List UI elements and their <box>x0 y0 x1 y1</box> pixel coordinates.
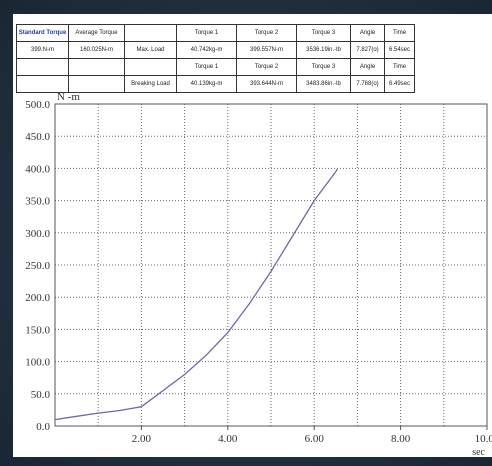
y-tick-label: 50.0 <box>31 389 51 401</box>
x-tick-label: 8.00 <box>391 433 411 445</box>
x-tick-label: 2.00 <box>132 433 152 445</box>
x-tick-label: 6.00 <box>305 433 325 445</box>
y-tick-label: 150.0 <box>25 324 50 336</box>
y-tick-label: 300.0 <box>25 228 50 240</box>
y-axis-label: N -m <box>57 91 80 103</box>
y-tick-label: 500.0 <box>25 99 50 111</box>
y-tick-label: 250.0 <box>25 260 50 272</box>
y-tick-label: 200.0 <box>25 292 50 304</box>
y-tick-label: 400.0 <box>25 163 50 175</box>
series-group <box>54 168 339 421</box>
breaking-load-torque1: 40.139kg-m <box>176 75 237 93</box>
summary-table: Standard Torque Average Torque Torque 1 … <box>16 24 415 93</box>
y-tick-label: 450.0 <box>25 131 50 143</box>
table-row: Torque 1 Torque 2 Torque 3 Angle Time <box>16 58 415 76</box>
y-tick-label: 0.0 <box>36 421 50 433</box>
torque-line <box>54 168 339 421</box>
plot-area <box>54 103 488 427</box>
y-tick-label: 350.0 <box>25 196 50 208</box>
breaking-load-time: 6.49sec <box>384 75 415 93</box>
x-axis-label: sec <box>472 447 485 458</box>
x-tick-label: 10.00 <box>475 433 492 445</box>
y-tick-label: 100.0 <box>25 357 50 369</box>
table-row: Breaking Load 40.139kg-m 393.644N-m 3483… <box>16 75 415 93</box>
x-axis-ticks: 2.00 4.00 6.00 8.00 10.00 <box>132 426 492 445</box>
y-axis-ticks: 0.0 50.0 100.0 150.0 200.0 250.0 300.0 350.0 400… <box>25 99 50 433</box>
grid <box>55 104 487 426</box>
x-tick-label: 4.00 <box>218 433 238 445</box>
